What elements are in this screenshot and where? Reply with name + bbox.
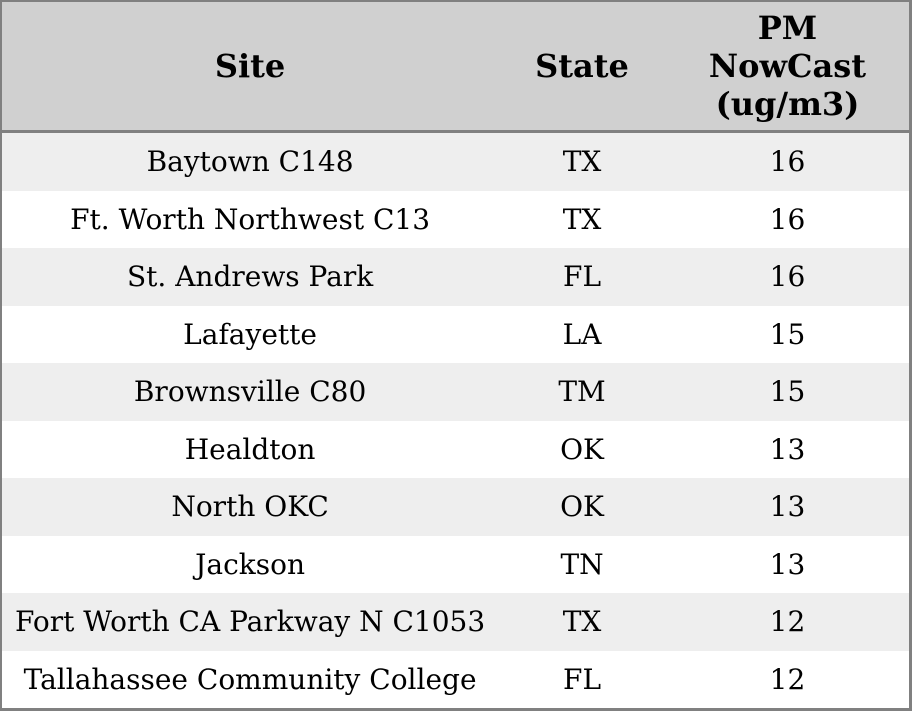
state-cell: TX xyxy=(498,190,666,248)
table-row: Ft. Worth Northwest C13 TX 16 xyxy=(2,190,909,248)
state-cell: TM xyxy=(498,363,666,421)
table-row: Fort Worth CA Parkway N C1053 TX 12 xyxy=(2,593,909,651)
pm-cell: 15 xyxy=(665,363,909,421)
table-row: Healdton OK 13 xyxy=(2,420,909,478)
site-cell: St. Andrews Park xyxy=(2,248,499,306)
pm-cell: 12 xyxy=(665,593,909,651)
table-row: St. Andrews Park FL 16 xyxy=(2,248,909,306)
table-row: Brownsville C80 TM 15 xyxy=(2,363,909,421)
pm-cell: 13 xyxy=(665,420,909,478)
pm-cell: 15 xyxy=(665,305,909,363)
table-row: Tallahassee Community College FL 12 xyxy=(2,650,909,708)
site-cell: Brownsville C80 xyxy=(2,363,499,421)
site-cell: Jackson xyxy=(2,535,499,593)
state-cell: TX xyxy=(498,593,666,651)
table-row: Lafayette LA 15 xyxy=(2,305,909,363)
table-row: North OKC OK 13 xyxy=(2,478,909,536)
pm-cell: 16 xyxy=(665,190,909,248)
table-row: Jackson TN 13 xyxy=(2,535,909,593)
state-cell: LA xyxy=(498,305,666,363)
state-cell: FL xyxy=(498,248,666,306)
state-cell: TN xyxy=(498,535,666,593)
site-cell: North OKC xyxy=(2,478,499,536)
site-cell: Ft. Worth Northwest C13 xyxy=(2,190,499,248)
column-header-pm-nowcast: PM NowCast (ug/m3) xyxy=(665,2,909,133)
site-cell: Lafayette xyxy=(2,305,499,363)
site-cell: Tallahassee Community College xyxy=(2,650,499,708)
state-cell: OK xyxy=(498,478,666,536)
pm-cell: 16 xyxy=(665,131,909,191)
column-header-site: Site xyxy=(2,2,499,133)
table-row: Baytown C148 TX 16 xyxy=(2,131,909,191)
state-cell: TX xyxy=(498,131,666,191)
state-cell: FL xyxy=(498,650,666,708)
pm-cell: 13 xyxy=(665,478,909,536)
pm-cell: 13 xyxy=(665,535,909,593)
site-cell: Baytown C148 xyxy=(2,131,499,191)
site-cell: Healdton xyxy=(2,420,499,478)
site-cell: Fort Worth CA Parkway N C1053 xyxy=(2,593,499,651)
pm-cell: 12 xyxy=(665,650,909,708)
header-row: Site State PM NowCast (ug/m3) xyxy=(2,2,909,133)
state-cell: OK xyxy=(498,420,666,478)
column-header-state: State xyxy=(498,2,666,133)
pm-cell: 16 xyxy=(665,248,909,306)
